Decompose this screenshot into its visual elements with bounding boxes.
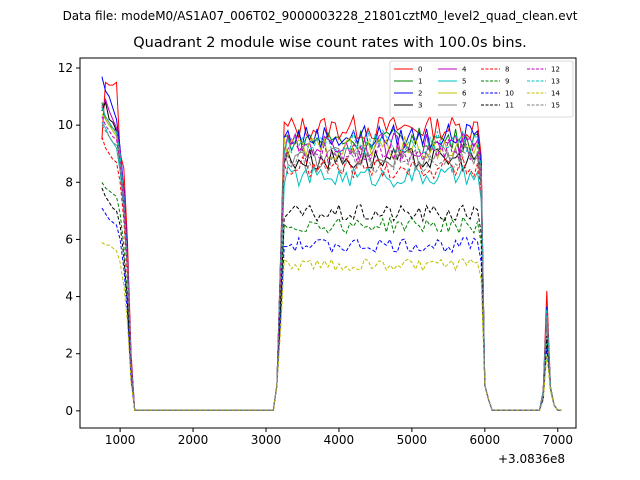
y-tick-label: 2: [65, 347, 73, 361]
legend-label-1: 1: [418, 78, 422, 86]
series-4-line: [101, 97, 562, 411]
x-tick-label: 4000: [324, 433, 355, 447]
series-14-line: [101, 241, 562, 411]
x-tick-label: 5000: [397, 433, 428, 447]
series-5-line: [101, 122, 562, 411]
x-tick-label: 3000: [251, 433, 282, 447]
legend-label-7: 7: [462, 102, 466, 110]
legend-label-2: 2: [418, 90, 422, 98]
series-12-line: [101, 116, 562, 411]
legend-label-14: 14: [551, 90, 560, 98]
series-2-line: [101, 76, 562, 411]
plot-layer: [101, 76, 562, 411]
legend-label-13: 13: [551, 78, 560, 86]
y-tick-label: 6: [65, 232, 73, 246]
legend-label-11: 11: [505, 102, 514, 110]
series-8-line: [101, 136, 562, 411]
x-tick-label: 2000: [178, 433, 209, 447]
y-tick-label: 8: [65, 175, 73, 189]
series-11-line: [101, 187, 562, 411]
series-15-line: [101, 124, 562, 411]
legend-label-6: 6: [462, 90, 467, 98]
legend-label-3: 3: [418, 102, 422, 110]
series-9-line: [101, 182, 562, 411]
plot-frame: [79, 57, 577, 429]
legend-label-9: 9: [505, 78, 509, 86]
legend-label-4: 4: [462, 66, 467, 74]
x-tick-label: 7000: [542, 433, 573, 447]
x-offset-label: +3.0836e8: [498, 452, 566, 466]
x-tick-label: 6000: [470, 433, 501, 447]
legend-box: [389, 60, 574, 118]
legend-label-0: 0: [418, 66, 422, 74]
legend-label-10: 10: [505, 90, 514, 98]
legend-label-5: 5: [462, 78, 466, 86]
x-tick-label: 1000: [105, 433, 136, 447]
series-0-line: [101, 81, 562, 411]
y-tick-label: 4: [65, 290, 73, 304]
legend-label-15: 15: [551, 102, 560, 110]
chart-title: Quadrant 2 module wise count rates with …: [133, 35, 527, 51]
figure-suptitle: Data file: modeM0/AS1A07_006T02_90000032…: [62, 9, 578, 23]
y-tick-label: 0: [65, 404, 73, 418]
series-10-line: [101, 207, 562, 411]
y-tick-label: 10: [58, 118, 73, 132]
legend-label-12: 12: [551, 66, 560, 74]
series-13-line: [101, 107, 562, 411]
legend-label-8: 8: [505, 66, 509, 74]
y-tick-label: 12: [58, 61, 73, 75]
